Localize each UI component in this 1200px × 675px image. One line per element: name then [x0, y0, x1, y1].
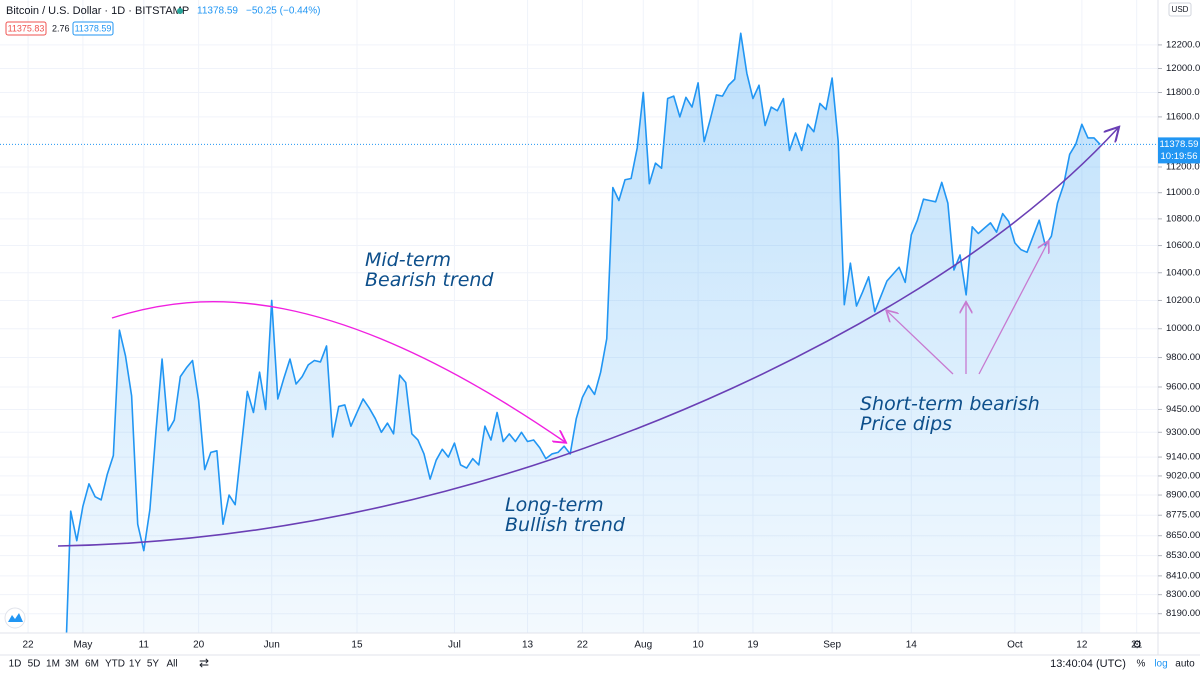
- y-tick-label: 11600.00: [1166, 111, 1200, 122]
- y-tick-label: 12200.00: [1166, 39, 1200, 50]
- annotation-line: Mid-term: [365, 249, 451, 271]
- x-tick-label: 12: [1076, 640, 1088, 651]
- y-tick-label: 10000.00: [1166, 323, 1200, 334]
- x-tick-label: 20: [193, 640, 205, 651]
- long-term-curve: [57, 128, 1118, 547]
- y-tick-label: 8300.00: [1166, 589, 1200, 600]
- x-tick-label: Aug: [634, 640, 652, 651]
- y-tick-label: 8775.00: [1166, 510, 1200, 521]
- range-button[interactable]: All: [166, 659, 177, 670]
- settings-icon[interactable]: ⚙: [1132, 639, 1142, 651]
- y-tick-label: 9300.00: [1166, 427, 1200, 438]
- y-tick-label: 10200.00: [1166, 295, 1200, 306]
- symbol-title: Bitcoin / U.S. Dollar · 1D · BITSTAMP: [6, 5, 189, 17]
- compare-icon[interactable]: ⇄: [199, 656, 209, 670]
- bid-box: [5, 21, 47, 36]
- x-tick-label: Jul: [448, 640, 461, 651]
- series: [64, 32, 1101, 633]
- y-tick-label: 11000.00: [1166, 187, 1200, 198]
- range-button[interactable]: 1Y: [129, 659, 142, 670]
- x-tick-label: 19: [747, 640, 759, 651]
- price-change: −50.25 (−0.44%): [246, 6, 321, 17]
- x-tick-label: 13: [522, 640, 534, 651]
- annotation-line: Price dips: [860, 413, 952, 435]
- annotation-line: Short-term bearish: [860, 393, 1040, 415]
- y-tick-label: 10800.00: [1166, 213, 1200, 224]
- x-tick-label: 22: [577, 640, 589, 651]
- y-tick-label: 9020.00: [1166, 470, 1200, 481]
- y-tick-label: 8900.00: [1166, 490, 1200, 501]
- x-tick-label: 14: [906, 640, 918, 651]
- y-tick-label: 10400.00: [1166, 267, 1200, 278]
- x-tick-label: May: [73, 640, 92, 651]
- y-tick-label: 12000.00: [1166, 63, 1200, 74]
- annotation: Long-term Bullish trend: [505, 494, 626, 536]
- bid: 11375.83: [8, 23, 45, 33]
- last-price-label: 11378.59: [1160, 139, 1199, 150]
- price-line: [65, 32, 1101, 633]
- x-tick-label: 15: [351, 640, 363, 651]
- y-tick-label: 8410.00: [1166, 570, 1200, 581]
- x-tick-label: 22: [23, 640, 35, 651]
- y-tick-label: 8530.00: [1166, 550, 1200, 561]
- x-tick-label: Jun: [264, 640, 280, 651]
- range-button[interactable]: 1M: [46, 659, 60, 670]
- scale-button[interactable]: %: [1137, 659, 1146, 670]
- y-tick-label: 9140.00: [1166, 452, 1200, 463]
- dip-arrow: [978, 242, 1048, 375]
- y-tick-label: 11800.00: [1166, 87, 1200, 98]
- range-button[interactable]: 5D: [28, 659, 41, 670]
- range-button[interactable]: 5Y: [147, 659, 160, 670]
- scale-button[interactable]: auto: [1175, 659, 1195, 670]
- mid-term-arc: [111, 301, 565, 442]
- x-tick-label: Sep: [823, 640, 841, 651]
- range-button[interactable]: 1D: [9, 659, 22, 670]
- currency-box: [1168, 2, 1192, 17]
- annotation: Mid-term Bearish trend: [365, 249, 494, 291]
- scale-button[interactable]: log: [1154, 659, 1167, 670]
- dip-arrow: [887, 311, 954, 375]
- x-tick-label: 11: [139, 640, 150, 651]
- annotation-line: Bearish trend: [365, 269, 494, 291]
- spread: 2.76: [52, 23, 70, 33]
- drawings: [57, 128, 1118, 547]
- y-tick-label: 9450.00: [1166, 404, 1200, 415]
- x-tick-label: 10: [693, 640, 705, 651]
- range-button[interactable]: YTD: [105, 659, 125, 670]
- clock: 13:40:04 (UTC): [1050, 658, 1126, 670]
- toolbar: 1D 5D 1M 3M 6M YTD 1Y 5Y All% log auto: [9, 659, 1196, 670]
- annotation-line: Long-term: [505, 494, 604, 516]
- ask: 11378.59: [75, 23, 112, 33]
- y-tick-label: 8650.00: [1166, 530, 1200, 541]
- y-tick-label: 8190.00: [1166, 608, 1200, 619]
- area-fill: [64, 33, 1101, 633]
- countdown: 10:19:56: [1161, 151, 1198, 162]
- last-price: 11378.59: [197, 6, 238, 17]
- x-tick-label: 21: [1131, 640, 1143, 651]
- y-tick-label: 9800.00: [1166, 352, 1200, 363]
- logo: [4, 607, 26, 629]
- annotation: Short-term bearish Price dips: [860, 393, 1040, 435]
- x-tick-label: Oct: [1007, 640, 1023, 651]
- currency: USD: [1172, 5, 1189, 14]
- range-button[interactable]: 6M: [85, 659, 99, 670]
- y-tick-label: 11200.00: [1166, 161, 1200, 172]
- market-status: [177, 8, 183, 14]
- annotation-line: Bullish trend: [505, 514, 626, 536]
- last-price-badge: [1158, 137, 1200, 164]
- y-tick-label: 10600.00: [1166, 240, 1200, 251]
- ask-box: [72, 21, 114, 36]
- y-tick-label: 9600.00: [1166, 381, 1200, 392]
- range-button[interactable]: 3M: [65, 659, 79, 670]
